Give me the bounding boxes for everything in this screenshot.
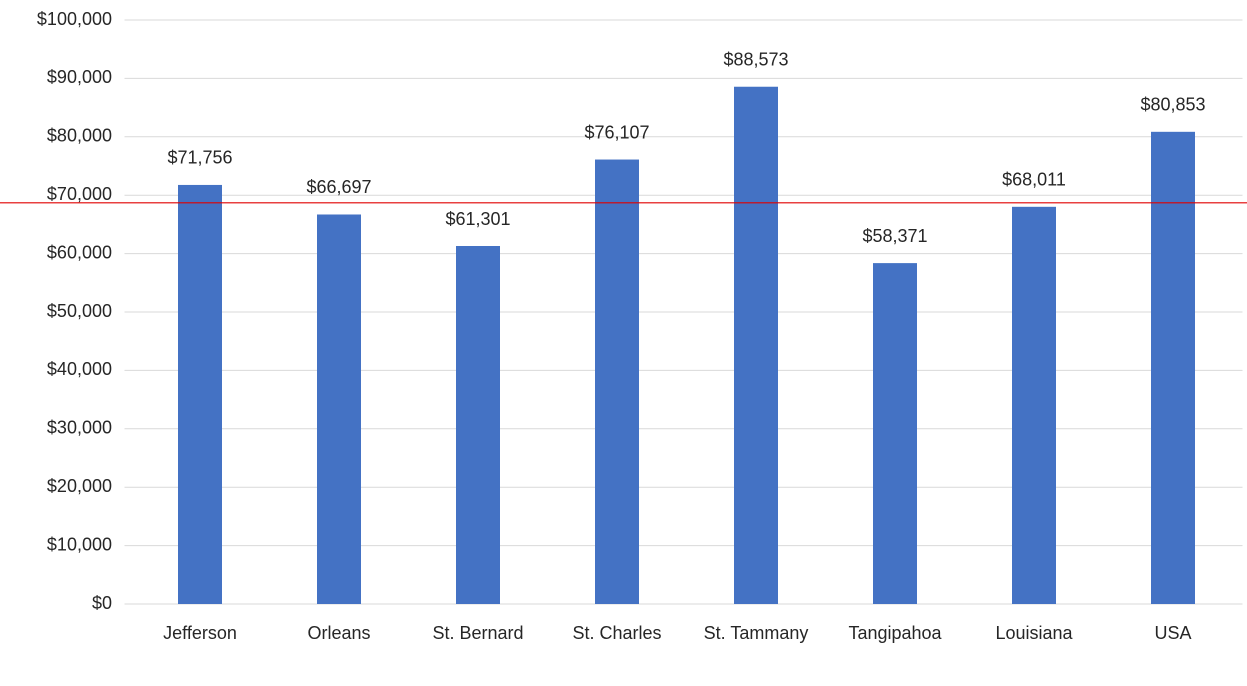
bar: [734, 86, 778, 604]
x-tick-label: Tangipahoa: [848, 623, 942, 643]
bar: [1012, 206, 1056, 604]
y-tick-label: $30,000: [47, 418, 112, 438]
data-label: $88,573: [723, 49, 788, 69]
bar: [456, 246, 500, 604]
bar: [317, 214, 361, 605]
y-tick-label: $50,000: [47, 301, 112, 321]
bar: [1151, 131, 1195, 604]
x-tick-label: USA: [1154, 623, 1191, 643]
data-label: $68,011: [1002, 170, 1066, 190]
y-tick-label: $20,000: [47, 476, 112, 496]
y-tick-label: $70,000: [47, 184, 112, 204]
data-label: $76,107: [584, 122, 649, 142]
x-tick-label: St. Charles: [572, 623, 661, 643]
y-tick-label: $90,000: [47, 67, 112, 87]
data-label: $71,756: [167, 148, 232, 168]
bar: [873, 263, 917, 604]
data-label: $80,853: [1140, 95, 1205, 115]
data-label: $58,371: [862, 226, 927, 246]
x-tick-label: Louisiana: [995, 623, 1073, 643]
bar: [595, 159, 639, 604]
x-tick-label: St. Tammany: [704, 623, 809, 643]
x-tick-label: Orleans: [307, 623, 370, 643]
data-label: $61,301: [445, 209, 510, 229]
y-tick-label: $0: [92, 593, 112, 613]
bar: [178, 184, 222, 605]
y-tick-label: $100,000: [37, 9, 112, 29]
x-tick-label: St. Bernard: [432, 623, 523, 643]
y-tick-label: $80,000: [47, 126, 112, 146]
x-tick-label: Jefferson: [163, 623, 237, 643]
y-tick-label: $60,000: [47, 242, 112, 262]
y-tick-label: $40,000: [47, 359, 112, 379]
y-tick-label: $10,000: [47, 534, 112, 554]
data-label: $66,697: [306, 177, 371, 197]
